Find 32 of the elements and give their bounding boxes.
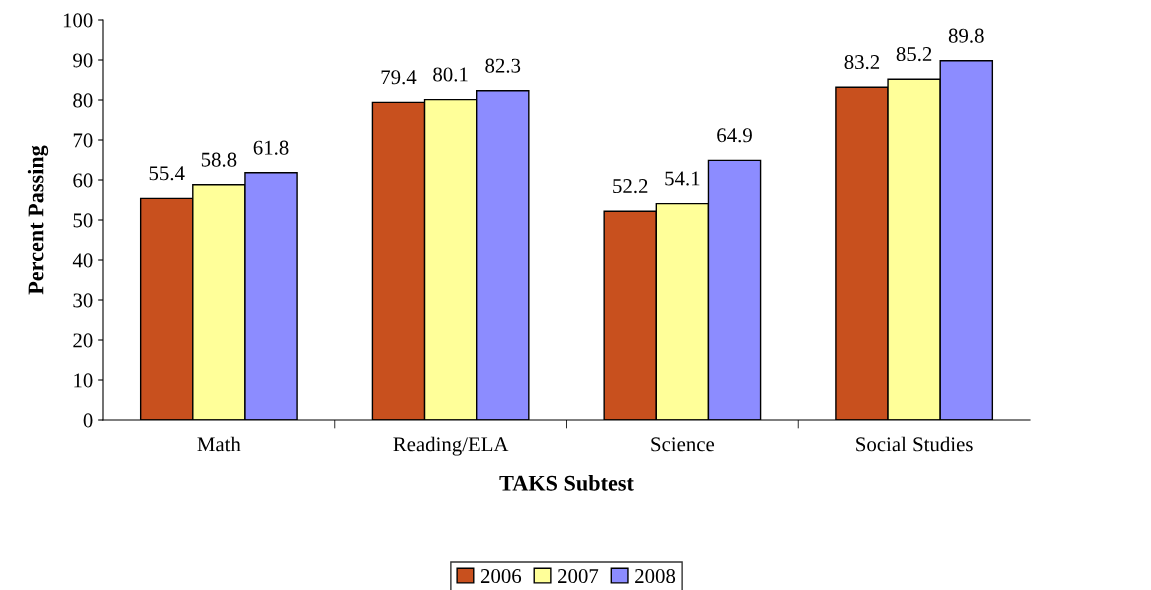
x-tick-label: Math xyxy=(197,436,241,452)
data-label: 89.8 xyxy=(948,28,984,43)
x-tick-label: Reading/ELA xyxy=(393,436,509,456)
y-tick-label: 0 xyxy=(83,413,93,428)
x-tick-label: Social Studies xyxy=(856,436,973,452)
x-tick-label: Science xyxy=(651,437,715,452)
data-label: 52.2 xyxy=(613,179,648,194)
y-tick-label: 90 xyxy=(73,53,93,68)
y-axis-title: Percent Passing xyxy=(27,145,49,295)
legend-label: 2007 xyxy=(558,569,599,584)
data-label: 79.4 xyxy=(381,70,417,85)
legend-label: 2008 xyxy=(635,569,676,584)
data-label: 61.8 xyxy=(253,140,289,155)
y-tick-label: 40 xyxy=(72,253,93,268)
y-tick-label: 10 xyxy=(74,373,93,388)
x-axis-title: TAKS Subtest xyxy=(499,475,634,491)
legend-label: 2006 xyxy=(480,569,522,584)
y-tick-label: 30 xyxy=(73,293,93,308)
y-tick-label: 50 xyxy=(73,213,93,228)
data-label: 54.1 xyxy=(665,171,700,186)
y-tick-label: 70 xyxy=(73,133,93,148)
data-label: 64.9 xyxy=(717,128,752,143)
data-label: 85.2 xyxy=(896,47,932,62)
data-label: 55.4 xyxy=(149,166,185,181)
data-label: 82.3 xyxy=(485,58,521,73)
y-tick-label: 80 xyxy=(73,93,93,108)
y-tick-label: 20 xyxy=(73,333,93,348)
y-tick-label: 100 xyxy=(63,13,93,28)
data-label: 58.8 xyxy=(201,152,237,167)
y-tick-label: 60 xyxy=(73,173,93,188)
data-label: 80.1 xyxy=(433,67,468,82)
data-label: 83.2 xyxy=(844,55,880,70)
